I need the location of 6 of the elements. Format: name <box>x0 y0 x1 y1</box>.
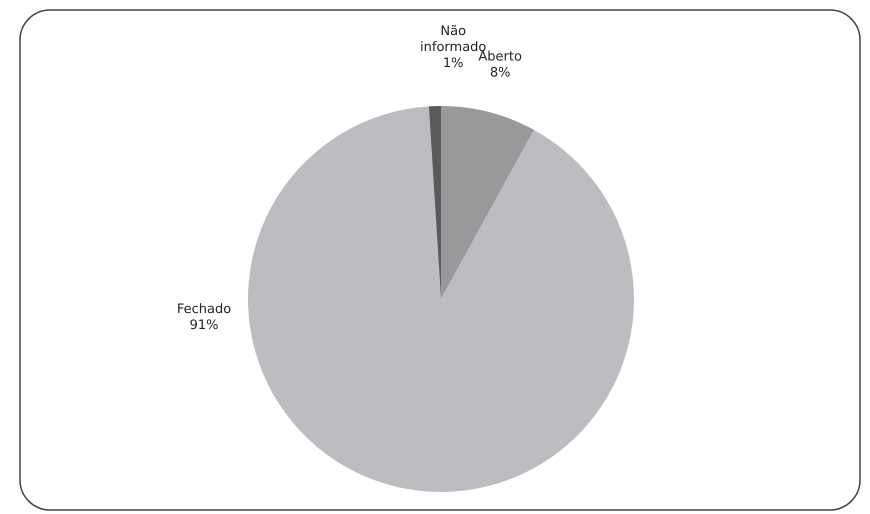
data-label: 91% <box>190 318 218 334</box>
pie-slice <box>441 106 534 299</box>
pie-slice <box>248 106 634 492</box>
data-label: 8% <box>490 65 510 80</box>
data-label: 1% <box>442 56 464 72</box>
slice-label: Fechado <box>176 302 232 318</box>
